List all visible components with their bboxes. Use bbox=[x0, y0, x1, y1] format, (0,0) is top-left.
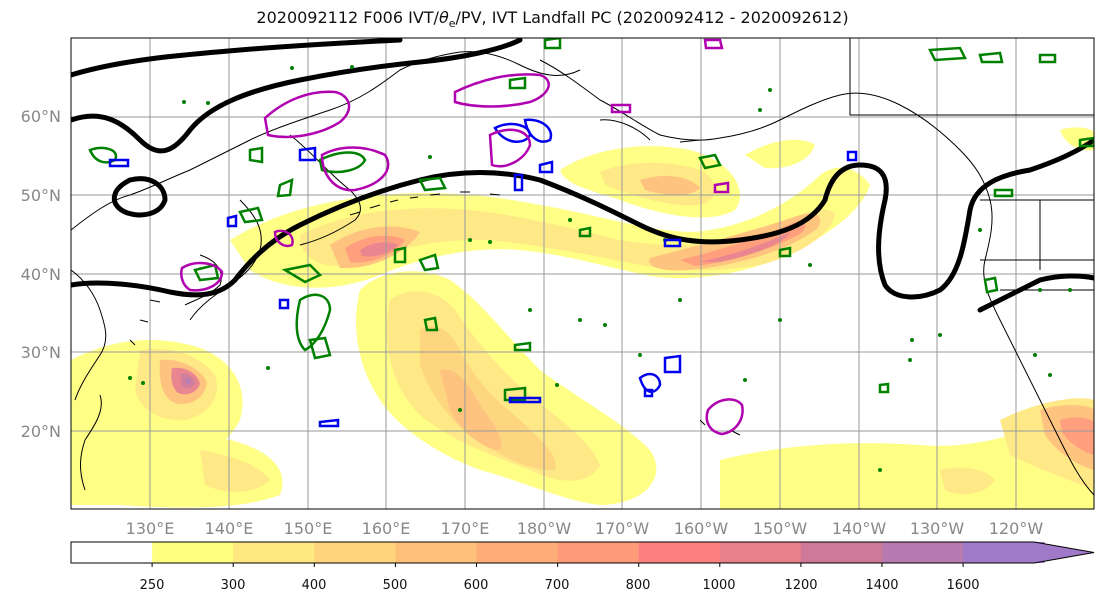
lon-label: 140°E bbox=[205, 519, 254, 538]
colorbar-tick-label: 700 bbox=[545, 578, 570, 593]
pv-negative-contours bbox=[108, 118, 858, 428]
longitude-labels: 130°E 140°E 150°E 160°E 170°E 180°W 170°… bbox=[126, 519, 1044, 538]
colorbar-tick-label: 800 bbox=[626, 578, 651, 593]
colorbar-tick-label: 1000 bbox=[702, 578, 735, 593]
colorbar-segment bbox=[557, 542, 640, 563]
colorbar-tick-label: 300 bbox=[221, 578, 246, 593]
colorbar bbox=[70, 541, 1095, 567]
lon-label: 150°E bbox=[284, 519, 333, 538]
lat-label: 50°N bbox=[21, 186, 61, 205]
map-panel bbox=[71, 38, 1094, 509]
colorbar-segment bbox=[638, 542, 721, 563]
graticule bbox=[71, 38, 1094, 509]
map-title: 2020092112 F006 IVT/θe/PV, IVT Landfall … bbox=[0, 8, 1105, 30]
ivt-pc-contours bbox=[180, 38, 744, 436]
colorbar-segment bbox=[233, 542, 315, 563]
title-prefix: 2020092112 F006 IVT/ bbox=[256, 8, 439, 27]
colorbar-segment bbox=[314, 542, 396, 563]
colorbar-segment bbox=[152, 542, 234, 563]
colorbar-tick-label: 1600 bbox=[946, 578, 979, 593]
lon-label: 120°W bbox=[989, 519, 1044, 538]
colorbar-tick-label: 1400 bbox=[865, 578, 898, 593]
lon-label: 130°E bbox=[126, 519, 175, 538]
latitude-labels: 60°N 50°N 40°N 30°N 20°N bbox=[21, 107, 61, 441]
colorbar-extend-arrow bbox=[963, 542, 1094, 563]
colorbar-segment bbox=[719, 542, 802, 563]
lat-label: 60°N bbox=[21, 107, 61, 126]
lon-label: 130°W bbox=[910, 519, 965, 538]
colorbar-tick-label: 250 bbox=[140, 578, 165, 593]
lon-label: 160°E bbox=[362, 519, 411, 538]
colorbar-tick-label: 1200 bbox=[784, 578, 817, 593]
title-theta: θe bbox=[438, 8, 456, 31]
map-border bbox=[70, 37, 1095, 510]
lat-label: 40°N bbox=[21, 265, 61, 284]
colorbar-segment bbox=[395, 542, 477, 563]
lon-label: 170°W bbox=[595, 519, 650, 538]
colorbar-ticks: 250 300 400 500 600 700 800 1000 1200 14… bbox=[140, 578, 980, 593]
pv-positive-dots bbox=[128, 65, 1072, 472]
lon-label: 180°W bbox=[517, 519, 572, 538]
colorbar-tick-label: 400 bbox=[302, 578, 327, 593]
theta-e-contour bbox=[71, 38, 1094, 313]
lat-label: 30°N bbox=[21, 343, 61, 362]
colorbar-tick-label: 600 bbox=[464, 578, 489, 593]
lat-label: 20°N bbox=[21, 422, 61, 441]
colorbar-segment bbox=[882, 542, 964, 563]
title-suffix: /PV, IVT Landfall PC (2020092412 - 20200… bbox=[455, 8, 849, 27]
lon-label: 140°W bbox=[832, 519, 887, 538]
lon-label: 160°W bbox=[674, 519, 729, 538]
lon-label: 150°W bbox=[753, 519, 808, 538]
colorbar-segment bbox=[71, 542, 153, 563]
colorbar-segment bbox=[800, 542, 883, 563]
colorbar-outline bbox=[70, 541, 1095, 564]
colorbar-tick-label: 500 bbox=[383, 578, 408, 593]
lon-label: 170°E bbox=[441, 519, 490, 538]
colorbar-segment bbox=[476, 542, 559, 563]
